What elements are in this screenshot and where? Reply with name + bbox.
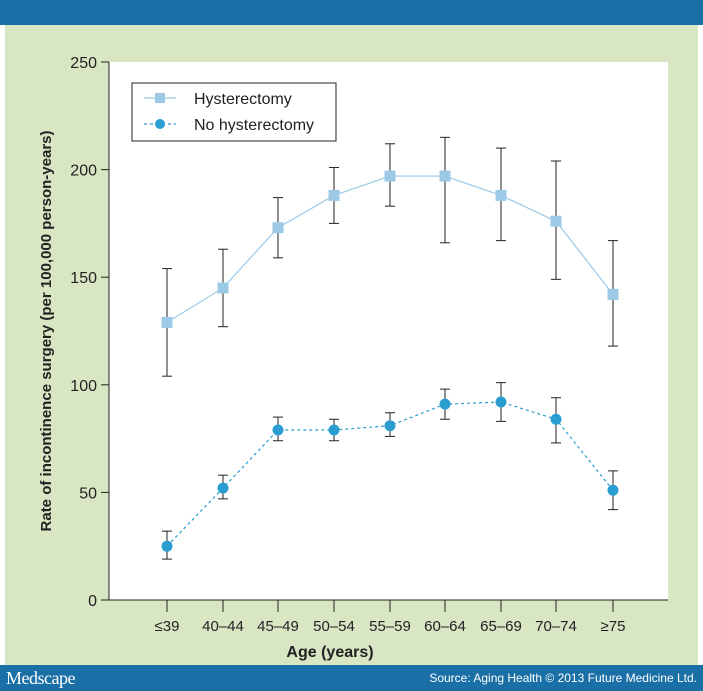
x-tick-label: 65–69 xyxy=(480,618,522,635)
x-tick-label: ≥75 xyxy=(601,618,626,635)
data-point-square xyxy=(328,189,340,201)
chart: 0 50 100 150 200 250 ≤39 40–44 45–49 50–54 55–59 60… xyxy=(38,55,668,661)
data-point-circle xyxy=(272,424,284,436)
legend-square-marker-icon xyxy=(155,93,165,103)
y-tick-label: 100 xyxy=(70,378,97,395)
data-point-circle xyxy=(328,424,340,436)
data-point-circle xyxy=(495,396,507,408)
y-tick-label: 150 xyxy=(70,270,97,287)
x-tick-label: 60–64 xyxy=(424,618,466,635)
data-point-circle xyxy=(384,420,396,432)
legend: Hysterectomy No hysterectomy xyxy=(131,82,337,142)
data-point-square xyxy=(439,170,451,182)
legend-no-hysterectomy: No hysterectomy xyxy=(194,117,314,134)
data-point-circle xyxy=(550,413,562,425)
x-tick-label: ≤39 xyxy=(155,618,180,635)
data-point-square xyxy=(272,222,284,234)
x-axis-label: Age (years) xyxy=(286,644,373,661)
y-tick-label: 50 xyxy=(79,485,97,502)
medscape-logo: Medscape xyxy=(6,668,75,688)
x-tick-label: 45–49 xyxy=(257,618,299,635)
x-tick-label: 55–59 xyxy=(369,618,411,635)
data-point-square xyxy=(217,282,229,294)
source-credit: Source: Aging Health © 2013 Future Medic… xyxy=(429,671,697,685)
data-point-square xyxy=(550,215,562,227)
footer-bar: Medscape Source: Aging Health © 2013 Fut… xyxy=(0,665,703,691)
y-tick-label: 200 xyxy=(70,163,97,180)
data-point-circle xyxy=(217,482,229,494)
data-point-square xyxy=(495,189,507,201)
data-point-circle xyxy=(607,484,619,496)
x-tick-label: 50–54 xyxy=(313,618,355,635)
y-axis-label: Rate of incontinence surgery (per 100,00… xyxy=(38,131,55,532)
data-point-square xyxy=(607,288,619,300)
legend-circle-marker-icon xyxy=(155,119,165,129)
y-tick-label: 250 xyxy=(70,55,97,72)
data-point-circle xyxy=(439,398,451,410)
legend-hysterectomy: Hysterectomy xyxy=(194,91,292,108)
y-tick-label: 0 xyxy=(88,593,97,610)
data-point-square xyxy=(384,170,396,182)
x-tick-label: 40–44 xyxy=(202,618,244,635)
top-bar xyxy=(0,0,703,25)
data-point-square xyxy=(161,316,173,328)
x-tick-label: 70–74 xyxy=(535,618,577,635)
data-point-circle xyxy=(161,540,173,552)
